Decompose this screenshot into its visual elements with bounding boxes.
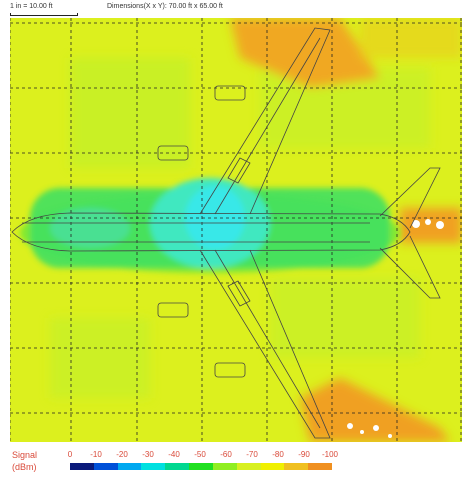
signal-legend: Signal (dBm) 0 -10 -20 -30 -40 -50 -60 -… — [0, 444, 472, 481]
legend-tick: -10 — [90, 450, 102, 459]
legend-title: Signal — [12, 450, 38, 460]
legend-tick: -60 — [220, 450, 232, 459]
legend-tick: -20 — [116, 450, 128, 459]
legend-tick: -50 — [194, 450, 206, 459]
aircraft-outline-icon — [11, 27, 441, 439]
legend-swatch — [93, 463, 118, 470]
legend-swatch — [165, 463, 190, 470]
legend-tick: -100 — [321, 450, 339, 459]
no-signal-specks — [347, 219, 444, 438]
scale-bar — [10, 13, 78, 16]
legend-ticks: 0 -10 -20 -30 -40 -50 -60 -70 -80 -90 -1… — [58, 450, 348, 462]
dimensions-label: Dimensions(X x Y): 70.00 ft x 65.00 ft — [107, 3, 223, 10]
legend-swatch — [189, 463, 213, 470]
legend-tick: -90 — [298, 450, 310, 459]
scale-label: 1 in = 10.00 ft — [10, 3, 53, 10]
legend-tick: 0 — [67, 450, 73, 459]
legend-tick: -70 — [246, 450, 258, 459]
legend-swatch — [141, 463, 166, 470]
heatmap-canvas — [10, 18, 462, 442]
legend-color-bar — [70, 463, 332, 470]
strong-signal-zone — [20, 178, 400, 273]
coverage-zones — [50, 18, 462, 442]
legend-swatch — [212, 463, 237, 470]
legend-swatch — [308, 463, 332, 470]
grid-lines — [10, 18, 462, 442]
legend-swatch — [260, 463, 285, 470]
legend-swatch — [70, 463, 94, 470]
legend-unit: (dBm) — [12, 462, 37, 472]
legend-swatch — [284, 463, 309, 470]
legend-swatch — [117, 463, 142, 470]
legend-tick: -30 — [142, 450, 154, 459]
legend-tick: -40 — [168, 450, 180, 459]
legend-swatch — [236, 463, 261, 470]
map-header: 1 in = 10.00 ft Dimensions(X x Y): 70.00… — [0, 0, 472, 18]
signal-heatmap[interactable] — [10, 18, 462, 442]
legend-tick: -80 — [272, 450, 284, 459]
